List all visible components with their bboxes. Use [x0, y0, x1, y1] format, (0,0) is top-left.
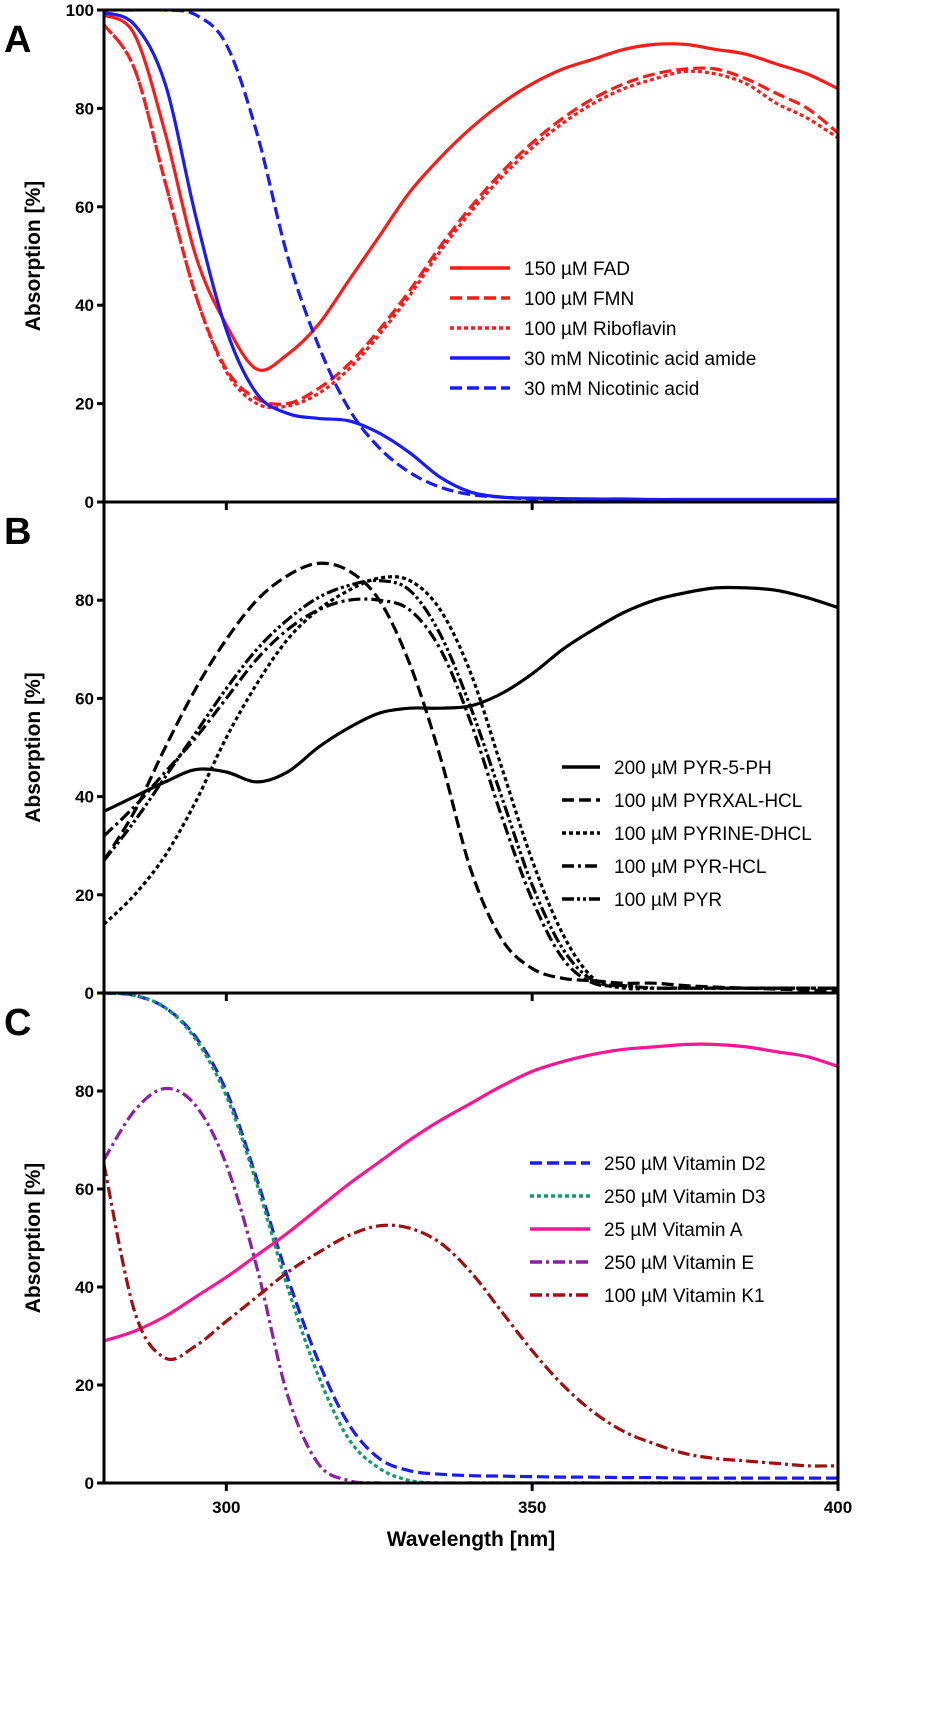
legend-label: 250 µM Vitamin D3: [604, 1187, 766, 1208]
y-axis-label: Absorption [%]: [22, 1163, 45, 1313]
y-tick-label: 20: [75, 395, 94, 414]
x-tick-label: 300: [212, 1498, 240, 1517]
y-tick-label: 60: [75, 198, 94, 217]
plot-frame: [102, 991, 840, 1485]
y-tick-label: 20: [75, 886, 94, 905]
y-tick-label: 60: [75, 1180, 94, 1199]
series-line: [104, 1042, 838, 1343]
legend-label: 25 µM Vitamin A: [604, 1220, 743, 1241]
series-line: [104, 597, 838, 990]
y-tick-label: 80: [75, 99, 94, 118]
y-tick-label: 60: [75, 689, 94, 708]
y-tick-label: 0: [85, 984, 94, 1003]
legend-label: 100 µM PYR: [614, 890, 722, 911]
legend-label: 100 µM PYR-HCL: [614, 857, 766, 878]
legend-label: 100 µM PYRINE-DHCL: [614, 824, 812, 845]
legend-label: 100 µM PYRXAL-HCL: [614, 791, 802, 812]
y-tick-label: 80: [75, 1082, 94, 1101]
legend-label: 100 µM FMN: [524, 289, 634, 310]
y-tick-label: 0: [85, 493, 94, 512]
series-line: [104, 13, 838, 372]
legend-label: 30 mM Nicotinic acid amide: [524, 349, 756, 370]
y-tick-label: 40: [75, 788, 94, 807]
panel-letter: A: [4, 19, 31, 61]
legend-label: 30 mM Nicotinic acid: [524, 379, 699, 400]
legend-label: 100 µM Riboflavin: [524, 319, 676, 340]
panel-c: 250 µM Vitamin D2 250 µM Vitamin D3 25 µM …: [4, 991, 852, 1551]
legend-label: 100 µM Vitamin K1: [604, 1286, 765, 1307]
x-axis-label: Wavelength [nm]: [387, 1528, 555, 1551]
series-line: [104, 23, 838, 410]
panel-letter: C: [4, 1002, 31, 1044]
legend-label: 200 µM PYR-5-PH: [614, 758, 772, 779]
series-line: [104, 1164, 838, 1468]
y-axis-label: Absorption [%]: [22, 672, 45, 822]
panel-b: 200 µM PYR-5-PH 100 µM PYRXAL-HCL 100 µM P…: [4, 500, 840, 1003]
y-tick-label: 40: [75, 296, 94, 315]
series-line: [104, 578, 838, 990]
y-tick-label: 0: [85, 1474, 94, 1493]
panel-letter: B: [4, 511, 31, 553]
series-line: [104, 575, 838, 991]
legend-label: 250 µM Vitamin D2: [604, 1154, 766, 1175]
y-axis-label: Absorption [%]: [22, 181, 45, 331]
y-tick-label: 100: [66, 1, 94, 20]
x-tick-label: 350: [518, 1498, 546, 1517]
plot-frame: [102, 8, 840, 504]
series-line: [104, 993, 838, 1480]
x-tick-label: 400: [824, 1498, 852, 1517]
legend-label: 150 µM FAD: [524, 259, 630, 280]
series-line: [104, 10, 838, 502]
y-tick-label: 80: [75, 591, 94, 610]
y-tick-label: 40: [75, 1278, 94, 1297]
series-line: [104, 10, 838, 502]
plot-frame: [102, 500, 840, 995]
panel-a: 150 µM FAD 100 µM FMN 100 µM Riboflavin 30 …: [4, 1, 840, 512]
y-tick-label: 20: [75, 1376, 94, 1395]
legend-label: 250 µM Vitamin E: [604, 1253, 754, 1274]
